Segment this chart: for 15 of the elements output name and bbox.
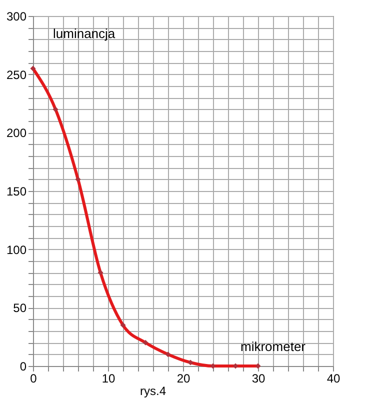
y-tick-label: 50 (13, 301, 27, 316)
y-tick-label: 0 (20, 360, 27, 374)
x-tick-label: 10 (102, 372, 116, 386)
x-tick-label: 20 (176, 372, 190, 386)
x-tick-label: 30 (252, 372, 266, 386)
y-tick-label: 150 (6, 184, 27, 198)
y-tick-label: 200 (6, 126, 27, 140)
y-tick-label: 250 (6, 68, 27, 82)
x-tick-label: 40 (326, 372, 340, 386)
x-tick-label: 0 (30, 372, 38, 386)
y-tick-label: 300 (6, 10, 27, 24)
y-axis-title: luminancja (53, 26, 116, 41)
y-tick-label: 100 (6, 242, 27, 257)
text: rys.4 (140, 384, 166, 398)
x-axis-title: mikrometer (240, 339, 306, 354)
